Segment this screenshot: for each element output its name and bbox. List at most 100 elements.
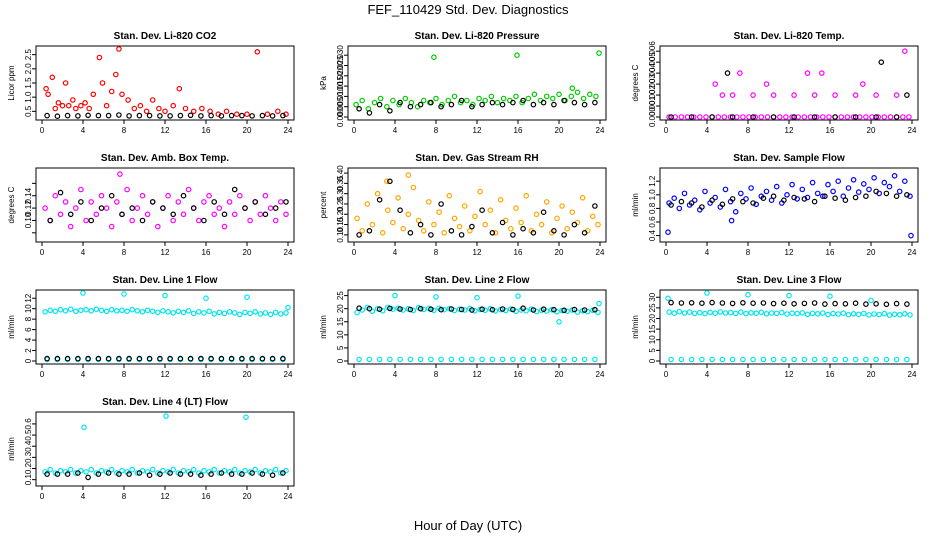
data-point bbox=[543, 199, 550, 205]
data-point bbox=[267, 311, 274, 318]
data-point bbox=[461, 203, 468, 209]
data-point bbox=[283, 211, 289, 218]
panel-title: Stan. Dev. Line 4 (LT) Flow bbox=[102, 397, 228, 408]
data-point bbox=[773, 183, 780, 190]
data-point bbox=[167, 355, 173, 362]
data-point bbox=[244, 294, 250, 301]
data-point bbox=[876, 311, 883, 318]
data-point bbox=[852, 356, 859, 363]
data-point bbox=[231, 310, 238, 316]
data-point bbox=[119, 467, 125, 474]
data-point bbox=[129, 205, 136, 211]
data-point bbox=[176, 85, 183, 92]
data-point bbox=[479, 356, 485, 363]
data-point bbox=[136, 112, 143, 119]
data-point bbox=[489, 230, 496, 236]
data-point bbox=[729, 196, 736, 202]
y-tick-label: 25 bbox=[336, 291, 345, 300]
data-point bbox=[283, 199, 289, 205]
x-tick-label: 8 bbox=[434, 126, 439, 135]
y-tick-label: 0.10 bbox=[24, 212, 33, 228]
data-point bbox=[753, 201, 760, 208]
data-point bbox=[67, 223, 74, 230]
data-point bbox=[722, 186, 729, 193]
data-point bbox=[458, 306, 465, 313]
data-point bbox=[445, 97, 452, 104]
data-point bbox=[129, 217, 136, 224]
data-point bbox=[768, 310, 775, 316]
data-point bbox=[540, 209, 547, 216]
data-point bbox=[564, 225, 571, 232]
data-point bbox=[167, 470, 173, 476]
y-tick-label: 0.6 bbox=[648, 216, 657, 228]
data-point bbox=[722, 310, 729, 316]
data-point bbox=[272, 309, 279, 316]
data-point bbox=[688, 356, 695, 363]
data-point bbox=[750, 200, 756, 206]
data-point bbox=[592, 356, 598, 363]
y-tick-label: 6 bbox=[24, 327, 33, 332]
data-point bbox=[249, 355, 255, 362]
data-point bbox=[201, 199, 207, 205]
y-tick-label: 0 bbox=[336, 358, 345, 363]
data-point bbox=[402, 95, 409, 102]
data-point bbox=[469, 307, 475, 313]
data-point bbox=[155, 223, 161, 230]
data-point bbox=[556, 91, 562, 98]
panel-title: Stan. Dev. Line 3 Flow bbox=[737, 275, 842, 286]
data-point bbox=[559, 307, 565, 314]
data-point bbox=[242, 205, 248, 211]
data-point bbox=[239, 355, 245, 362]
y-tick-label: 2.5 bbox=[24, 49, 33, 61]
data-point bbox=[417, 221, 424, 228]
y-tick-label: 0.4 bbox=[24, 440, 33, 452]
y-tick-label: 0 bbox=[648, 358, 657, 363]
data-point bbox=[592, 203, 598, 209]
data-point bbox=[420, 306, 427, 313]
data-point bbox=[842, 197, 849, 204]
x-tick-label: 8 bbox=[746, 248, 751, 257]
data-point bbox=[530, 307, 537, 313]
x-tick-label: 24 bbox=[596, 370, 605, 379]
data-point bbox=[832, 92, 838, 98]
data-point bbox=[893, 300, 900, 307]
data-point bbox=[187, 112, 194, 119]
data-point bbox=[190, 310, 197, 317]
data-point bbox=[750, 92, 756, 98]
data-point bbox=[703, 114, 709, 120]
data-point bbox=[499, 356, 506, 363]
x-tick-label: 8 bbox=[122, 370, 127, 379]
y-tick-label: 0.6 bbox=[24, 418, 33, 430]
data-point bbox=[206, 308, 212, 315]
data-point bbox=[207, 108, 213, 115]
data-point bbox=[581, 356, 588, 363]
x-tick-label: 4 bbox=[705, 126, 710, 135]
data-point bbox=[676, 205, 683, 212]
data-point bbox=[451, 215, 458, 222]
data-point bbox=[139, 217, 146, 224]
data-point bbox=[709, 114, 715, 120]
data-point bbox=[98, 205, 105, 211]
data-point bbox=[157, 355, 163, 362]
data-point bbox=[476, 95, 482, 102]
data-point bbox=[719, 300, 726, 306]
data-point bbox=[530, 356, 537, 363]
x-tick-label: 0 bbox=[664, 126, 669, 135]
y-tick-label: 0.025 bbox=[336, 55, 345, 76]
data-point bbox=[103, 102, 110, 109]
data-point bbox=[832, 356, 838, 363]
data-point bbox=[835, 178, 842, 185]
data-point bbox=[376, 356, 383, 363]
data-point bbox=[384, 207, 391, 214]
x-tick-label: 16 bbox=[202, 126, 211, 135]
data-point bbox=[520, 225, 526, 232]
data-point bbox=[500, 95, 507, 102]
data-point bbox=[98, 307, 105, 314]
data-point bbox=[499, 306, 506, 312]
data-point bbox=[99, 80, 106, 86]
data-point bbox=[868, 297, 874, 304]
data-point bbox=[561, 97, 567, 104]
data-point bbox=[198, 472, 204, 479]
panel-title: Stan. Dev. Sample Flow bbox=[733, 153, 845, 164]
y-tick-label: 4 bbox=[24, 337, 33, 342]
